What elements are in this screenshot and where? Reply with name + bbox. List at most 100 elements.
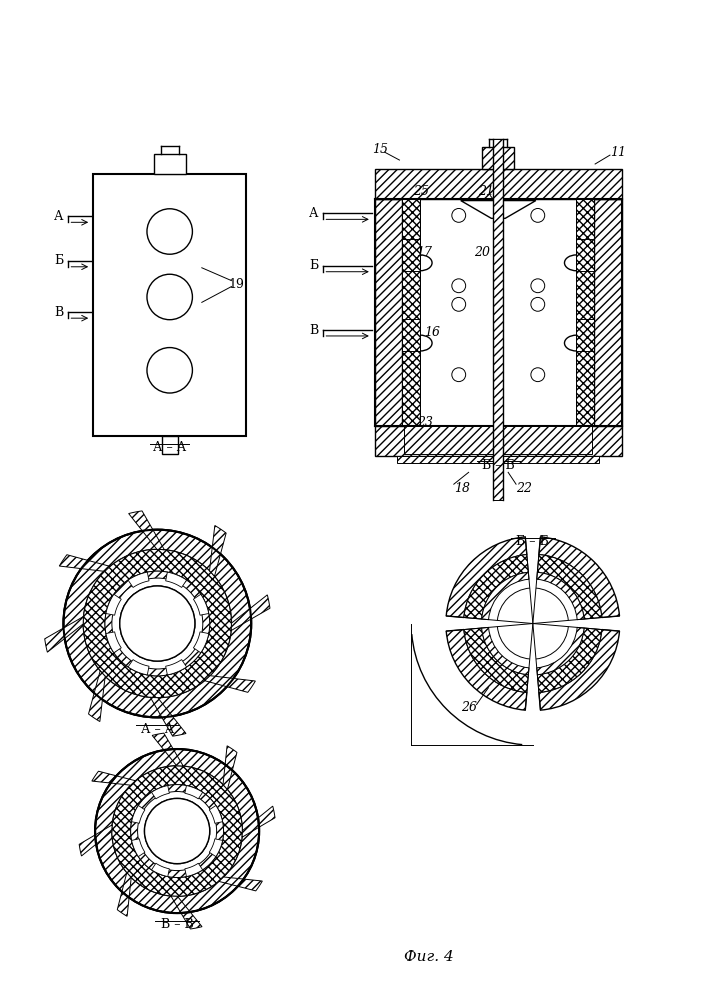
- Text: 20: 20: [474, 246, 489, 259]
- Text: 23: 23: [417, 416, 433, 429]
- Bar: [482, 147, 514, 169]
- Circle shape: [531, 208, 544, 222]
- Polygon shape: [117, 873, 132, 916]
- Text: Б – Б: Б – Б: [517, 535, 549, 548]
- Text: Б: Б: [309, 259, 318, 272]
- Text: 11: 11: [610, 146, 626, 159]
- Text: Б – Б: Б – Б: [482, 459, 515, 472]
- Text: 22: 22: [516, 482, 532, 495]
- Polygon shape: [88, 671, 105, 722]
- Circle shape: [452, 208, 466, 222]
- Circle shape: [531, 279, 544, 293]
- Bar: [493, 139, 503, 500]
- Polygon shape: [151, 863, 170, 877]
- Circle shape: [147, 274, 192, 320]
- Bar: [162, 436, 177, 454]
- Circle shape: [531, 368, 544, 382]
- Polygon shape: [204, 676, 255, 692]
- Circle shape: [147, 348, 192, 393]
- Circle shape: [144, 798, 210, 864]
- Polygon shape: [185, 863, 203, 877]
- Polygon shape: [129, 511, 164, 550]
- Wedge shape: [464, 628, 528, 692]
- Bar: [594, 199, 621, 426]
- Bar: [93, 174, 246, 436]
- Wedge shape: [95, 749, 259, 913]
- Polygon shape: [231, 595, 270, 631]
- Polygon shape: [461, 201, 536, 218]
- Polygon shape: [185, 786, 203, 799]
- Circle shape: [452, 368, 466, 382]
- Text: А: А: [54, 210, 63, 223]
- Polygon shape: [151, 786, 170, 799]
- Polygon shape: [79, 825, 112, 856]
- Bar: [375, 199, 402, 426]
- Polygon shape: [242, 806, 275, 837]
- Bar: [404, 426, 592, 454]
- Wedge shape: [446, 537, 527, 617]
- Wedge shape: [539, 537, 619, 617]
- Text: А: А: [309, 207, 318, 220]
- Wedge shape: [537, 555, 602, 619]
- Text: 15: 15: [372, 143, 387, 156]
- Polygon shape: [152, 733, 183, 766]
- Text: В – В: В – В: [160, 918, 194, 931]
- Circle shape: [452, 279, 466, 293]
- Text: В: В: [309, 324, 318, 337]
- Wedge shape: [112, 766, 243, 896]
- Polygon shape: [106, 594, 122, 615]
- Circle shape: [119, 586, 195, 661]
- Polygon shape: [128, 660, 149, 675]
- Text: 26: 26: [461, 701, 477, 714]
- Polygon shape: [218, 877, 262, 891]
- Text: 16: 16: [424, 326, 440, 339]
- Polygon shape: [59, 555, 110, 571]
- Bar: [154, 154, 185, 174]
- Wedge shape: [131, 785, 223, 877]
- Text: 25: 25: [414, 185, 429, 198]
- Polygon shape: [209, 839, 223, 857]
- Text: 19: 19: [228, 278, 245, 291]
- Wedge shape: [537, 628, 602, 692]
- Text: А – А: А – А: [141, 723, 174, 736]
- Text: 18: 18: [454, 482, 470, 495]
- Polygon shape: [194, 594, 209, 615]
- Polygon shape: [151, 697, 186, 736]
- Wedge shape: [539, 630, 619, 710]
- Polygon shape: [171, 896, 202, 929]
- Bar: [402, 199, 420, 426]
- Polygon shape: [45, 616, 83, 652]
- Circle shape: [119, 586, 195, 661]
- Wedge shape: [481, 572, 529, 620]
- Wedge shape: [105, 571, 210, 676]
- Text: 17: 17: [416, 246, 432, 259]
- Polygon shape: [165, 660, 187, 675]
- Polygon shape: [223, 746, 237, 790]
- Polygon shape: [132, 805, 145, 823]
- Text: Фиг. 4: Фиг. 4: [404, 950, 454, 964]
- Wedge shape: [481, 627, 529, 675]
- Text: А – А: А – А: [153, 441, 187, 454]
- Polygon shape: [194, 632, 209, 653]
- Wedge shape: [64, 530, 251, 717]
- Bar: [375, 169, 621, 199]
- Polygon shape: [106, 632, 122, 653]
- Wedge shape: [537, 627, 584, 675]
- Wedge shape: [537, 572, 584, 620]
- Polygon shape: [165, 572, 187, 587]
- Wedge shape: [83, 549, 231, 698]
- Wedge shape: [446, 630, 527, 710]
- Circle shape: [452, 297, 466, 311]
- Polygon shape: [209, 525, 226, 576]
- Bar: [397, 456, 599, 463]
- Polygon shape: [209, 805, 223, 823]
- Text: Б: Б: [54, 254, 63, 267]
- Circle shape: [147, 209, 192, 254]
- Circle shape: [144, 798, 210, 864]
- Bar: [375, 426, 621, 456]
- Bar: [576, 199, 594, 426]
- Text: В: В: [54, 306, 63, 319]
- Polygon shape: [128, 572, 149, 587]
- Text: 21: 21: [479, 185, 494, 198]
- Circle shape: [531, 297, 544, 311]
